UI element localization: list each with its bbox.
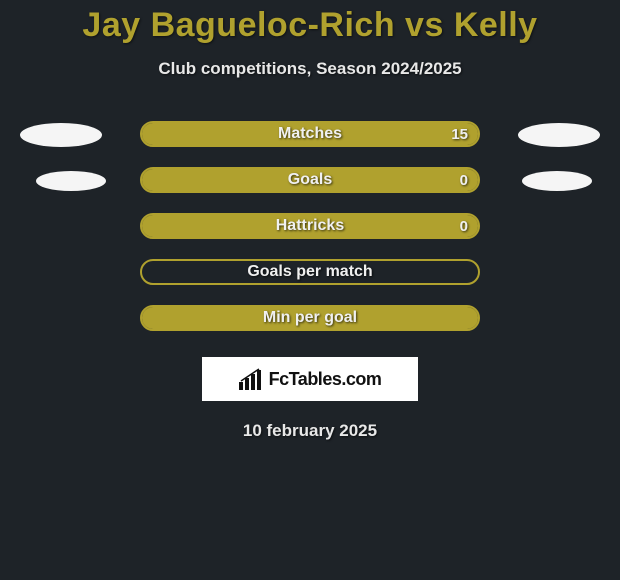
stats-comparison-card: Jay Bagueloc-Rich vs Kelly Club competit… (0, 6, 620, 580)
stat-label: Matches (142, 123, 478, 145)
stat-bar: Goals0 (140, 167, 480, 193)
stat-bar: Matches15 (140, 121, 480, 147)
stat-value: 0 (460, 215, 468, 237)
stat-row: Hattricks0 (0, 203, 620, 249)
player-right-marker (522, 171, 592, 191)
stat-row: Matches15 (0, 111, 620, 157)
stat-bar: Goals per match (140, 259, 480, 285)
stat-bar: Min per goal (140, 305, 480, 331)
stat-label: Goals (142, 169, 478, 191)
stat-rows: Matches15Goals0Hattricks0Goals per match… (0, 111, 620, 341)
stat-label: Hattricks (142, 215, 478, 237)
player-left-marker (36, 171, 106, 191)
player-right-marker (518, 123, 600, 147)
stat-label: Goals per match (142, 261, 478, 283)
page-title: Jay Bagueloc-Rich vs Kelly (0, 6, 620, 45)
bars-icon (239, 368, 265, 390)
date-label: 10 february 2025 (0, 421, 620, 441)
stat-row: Min per goal (0, 295, 620, 341)
source-logo: FcTables.com (202, 357, 418, 401)
stat-row: Goals per match (0, 249, 620, 295)
player-left-marker (20, 123, 102, 147)
subtitle: Club competitions, Season 2024/2025 (0, 59, 620, 79)
stat-value: 15 (451, 123, 468, 145)
stat-label: Min per goal (142, 307, 478, 329)
stat-value: 0 (460, 169, 468, 191)
logo-text: FcTables.com (269, 369, 382, 390)
stat-row: Goals0 (0, 157, 620, 203)
stat-bar: Hattricks0 (140, 213, 480, 239)
